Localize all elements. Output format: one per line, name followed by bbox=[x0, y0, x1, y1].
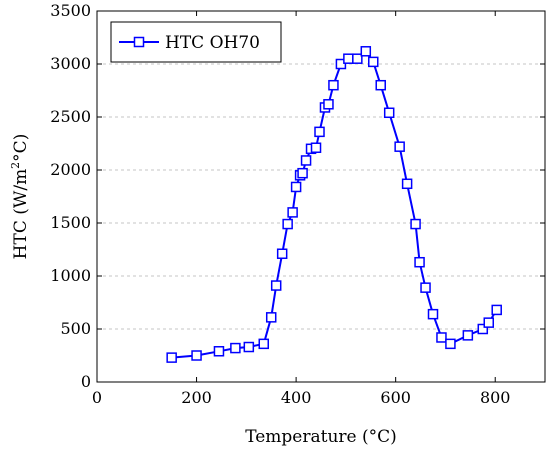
series-line bbox=[171, 50, 498, 359]
data-point-marker bbox=[191, 350, 202, 361]
data-point-marker bbox=[477, 323, 489, 335]
y-axis-title: HTC (W/m2°C) bbox=[9, 134, 31, 260]
data-point-marker bbox=[290, 181, 302, 193]
data-point-marker bbox=[297, 167, 308, 179]
data-point-marker bbox=[352, 53, 363, 64]
legend: HTC OH70 bbox=[110, 21, 282, 63]
y-tick-label: 500 bbox=[60, 319, 91, 338]
data-point-marker bbox=[213, 346, 225, 357]
data-point-marker bbox=[383, 107, 395, 119]
data-point-marker bbox=[287, 207, 298, 218]
data-point-marker bbox=[258, 338, 270, 350]
y-tick-label: 3000 bbox=[50, 54, 91, 73]
y-axis-title-tail: °C) bbox=[11, 134, 31, 162]
grid-lines bbox=[97, 63, 545, 330]
data-point-marker bbox=[270, 280, 282, 291]
data-point-marker bbox=[360, 46, 372, 57]
data-point-marker bbox=[323, 99, 334, 110]
data-point-marker bbox=[314, 126, 325, 138]
data-point-marker bbox=[401, 178, 413, 190]
y-axis-title-main: HTC (W/m bbox=[11, 169, 31, 260]
data-point-marker bbox=[300, 155, 312, 166]
data-point-marker bbox=[328, 79, 339, 91]
data-point-marker bbox=[420, 282, 431, 293]
data-point-marker bbox=[243, 341, 255, 353]
data-point-marker bbox=[427, 308, 439, 320]
y-tick-label: 1500 bbox=[50, 213, 91, 232]
data-point-marker bbox=[276, 248, 288, 259]
data-point-marker bbox=[310, 142, 322, 153]
data-point-marker bbox=[410, 218, 421, 230]
x-tick-label: 800 bbox=[480, 388, 511, 407]
x-tick-label: 400 bbox=[281, 388, 312, 407]
y-tick-label: 3500 bbox=[50, 1, 91, 20]
x-tick-label: 600 bbox=[380, 388, 411, 407]
data-point-marker bbox=[335, 58, 347, 70]
y-tick-label: 0 bbox=[81, 372, 91, 391]
data-point-marker bbox=[368, 56, 379, 68]
data-point-marker bbox=[343, 53, 354, 64]
legend-label: HTC OH70 bbox=[165, 33, 260, 53]
data-point-marker bbox=[375, 79, 386, 91]
data-point-marker bbox=[491, 304, 502, 316]
y-tick-label: 2500 bbox=[50, 107, 91, 126]
data-point-marker bbox=[282, 218, 293, 230]
data-point-marker bbox=[265, 312, 277, 323]
series-htc-oh70 bbox=[166, 46, 502, 363]
axis-ticks: 0 200 400 600 800 0 500 1000 1500 2000 2500 3000 350… bbox=[50, 1, 545, 407]
data-point-marker bbox=[436, 332, 447, 343]
y-tick-label: 2000 bbox=[50, 160, 91, 179]
data-point-marker bbox=[462, 330, 474, 341]
x-tick-label: 0 bbox=[92, 388, 102, 407]
x-axis-title: Temperature (°C) bbox=[245, 427, 397, 447]
x-tick-label: 200 bbox=[181, 388, 212, 407]
data-point-marker bbox=[414, 256, 425, 268]
plot-area-frame bbox=[96, 10, 546, 383]
data-point-marker bbox=[483, 317, 495, 328]
data-point-marker bbox=[445, 338, 456, 350]
data-point-marker bbox=[230, 342, 241, 354]
y-tick-label: 1000 bbox=[50, 266, 91, 285]
y-axis-title-superscript: 2 bbox=[9, 162, 22, 169]
data-point-marker bbox=[166, 352, 177, 363]
data-point-marker bbox=[394, 141, 405, 152]
legend-square-marker bbox=[133, 36, 145, 48]
